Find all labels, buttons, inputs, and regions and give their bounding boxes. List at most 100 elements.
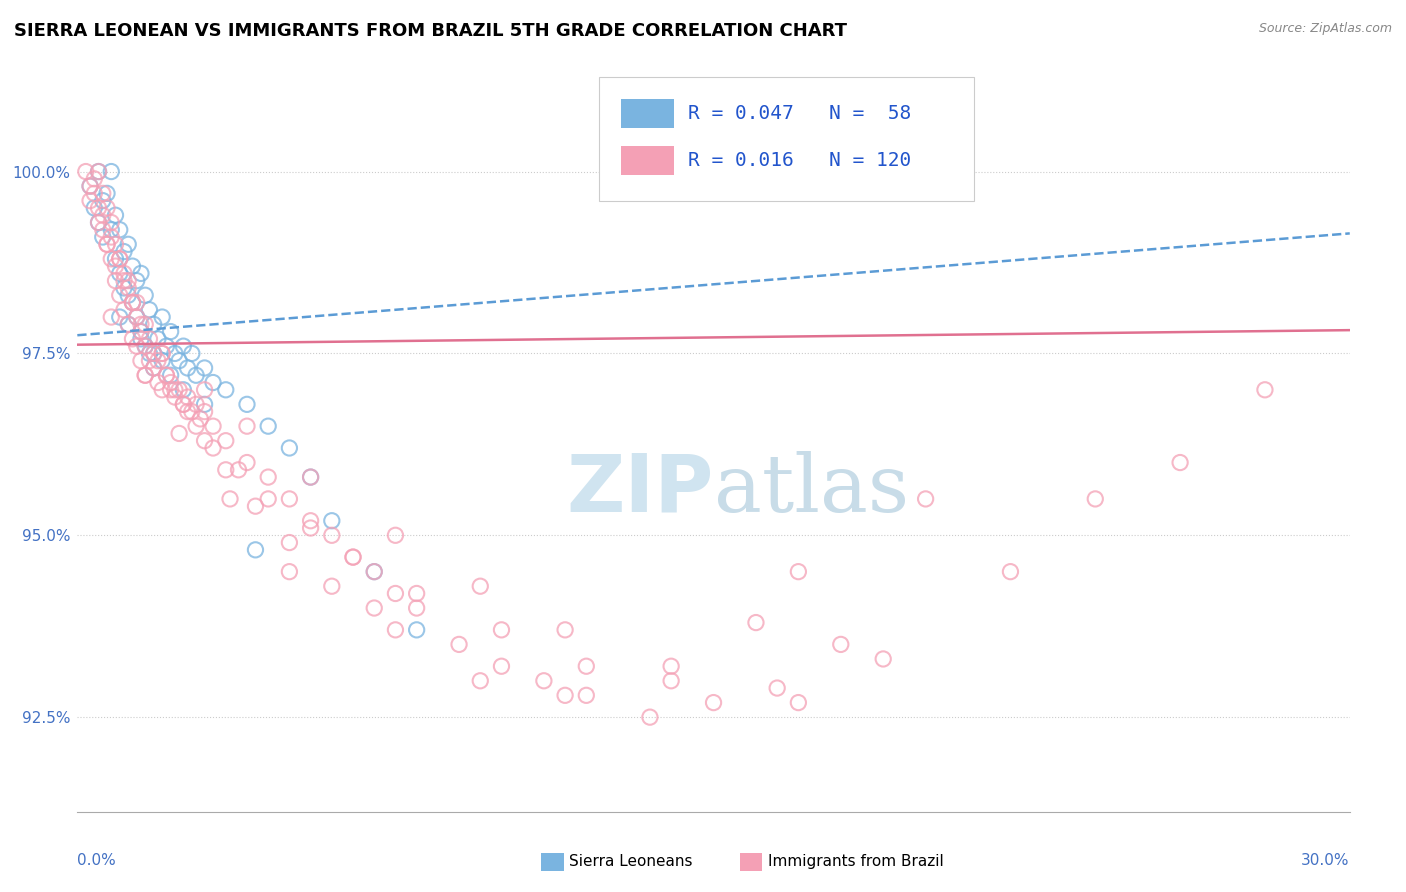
Point bbox=[193, 383, 217, 397]
Point bbox=[745, 615, 768, 630]
Point bbox=[447, 637, 470, 651]
Text: ZIP: ZIP bbox=[567, 450, 714, 529]
Point bbox=[134, 318, 156, 332]
Point bbox=[138, 346, 160, 360]
Point bbox=[167, 383, 190, 397]
Point bbox=[278, 491, 301, 506]
Point bbox=[176, 361, 198, 376]
Point bbox=[91, 230, 114, 244]
Point bbox=[491, 623, 513, 637]
Point bbox=[104, 208, 127, 222]
Point bbox=[159, 325, 181, 339]
Point bbox=[575, 659, 598, 673]
Point bbox=[142, 361, 165, 376]
Point bbox=[108, 252, 131, 266]
Point bbox=[215, 383, 238, 397]
Point bbox=[112, 267, 135, 281]
Point bbox=[554, 689, 576, 703]
Point bbox=[142, 318, 165, 332]
Point bbox=[278, 565, 301, 579]
Point bbox=[129, 318, 152, 332]
Point bbox=[125, 274, 148, 288]
Point bbox=[257, 470, 280, 484]
Point bbox=[150, 353, 173, 368]
Point bbox=[108, 310, 131, 324]
Point bbox=[163, 390, 186, 404]
Point bbox=[129, 267, 152, 281]
Point bbox=[142, 361, 165, 376]
Point bbox=[96, 201, 118, 215]
Point bbox=[176, 404, 198, 418]
Point bbox=[470, 579, 492, 593]
Point bbox=[79, 179, 101, 194]
Point bbox=[278, 535, 301, 549]
Point bbox=[299, 470, 322, 484]
Point bbox=[75, 164, 97, 178]
Text: R = 0.016   N = 120: R = 0.016 N = 120 bbox=[688, 151, 911, 170]
Point bbox=[363, 601, 385, 615]
Point bbox=[830, 637, 852, 651]
Point bbox=[342, 550, 364, 565]
Point bbox=[163, 346, 186, 360]
Point bbox=[134, 368, 156, 383]
Point bbox=[100, 223, 122, 237]
Point bbox=[766, 681, 789, 695]
Point bbox=[117, 318, 139, 332]
Point bbox=[117, 318, 139, 332]
Point bbox=[159, 376, 181, 390]
Point bbox=[321, 514, 343, 528]
Point bbox=[117, 281, 139, 295]
Point bbox=[146, 376, 169, 390]
Point bbox=[193, 397, 217, 411]
Point bbox=[159, 383, 181, 397]
Point bbox=[108, 267, 131, 281]
Point bbox=[405, 586, 427, 600]
Point bbox=[129, 332, 152, 346]
Point bbox=[104, 259, 127, 273]
Point bbox=[79, 194, 101, 208]
Point bbox=[83, 186, 105, 201]
Point bbox=[96, 186, 118, 201]
Point bbox=[245, 542, 267, 557]
Point bbox=[167, 426, 190, 441]
Point bbox=[125, 339, 148, 353]
Point bbox=[104, 252, 127, 266]
Bar bbox=[620, 99, 673, 128]
Point bbox=[112, 302, 135, 317]
Point bbox=[188, 412, 211, 426]
Point bbox=[342, 550, 364, 565]
Point bbox=[167, 353, 190, 368]
Point bbox=[87, 201, 110, 215]
Point bbox=[363, 565, 385, 579]
Point bbox=[150, 346, 173, 360]
Point bbox=[363, 565, 385, 579]
Point bbox=[257, 491, 280, 506]
Point bbox=[1000, 565, 1022, 579]
Point bbox=[1254, 383, 1277, 397]
Point bbox=[470, 673, 492, 688]
Point bbox=[150, 346, 173, 360]
Point bbox=[91, 208, 114, 222]
Point bbox=[236, 456, 259, 470]
Point bbox=[142, 346, 165, 360]
Point bbox=[100, 230, 122, 244]
Point bbox=[125, 310, 148, 324]
Point bbox=[129, 325, 152, 339]
Point bbox=[129, 353, 152, 368]
Point bbox=[193, 434, 217, 448]
Point bbox=[554, 623, 576, 637]
Point bbox=[96, 237, 118, 252]
Point bbox=[638, 710, 661, 724]
Text: R = 0.047   N =  58: R = 0.047 N = 58 bbox=[688, 103, 911, 123]
Point bbox=[134, 339, 156, 353]
Point bbox=[384, 528, 406, 542]
Point bbox=[172, 397, 194, 411]
Point bbox=[533, 673, 555, 688]
Point bbox=[79, 179, 101, 194]
Point bbox=[172, 397, 194, 411]
Point bbox=[321, 528, 343, 542]
Point bbox=[405, 623, 427, 637]
Point bbox=[83, 171, 105, 186]
Point bbox=[117, 274, 139, 288]
Text: SIERRA LEONEAN VS IMMIGRANTS FROM BRAZIL 5TH GRADE CORRELATION CHART: SIERRA LEONEAN VS IMMIGRANTS FROM BRAZIL… bbox=[14, 22, 846, 40]
